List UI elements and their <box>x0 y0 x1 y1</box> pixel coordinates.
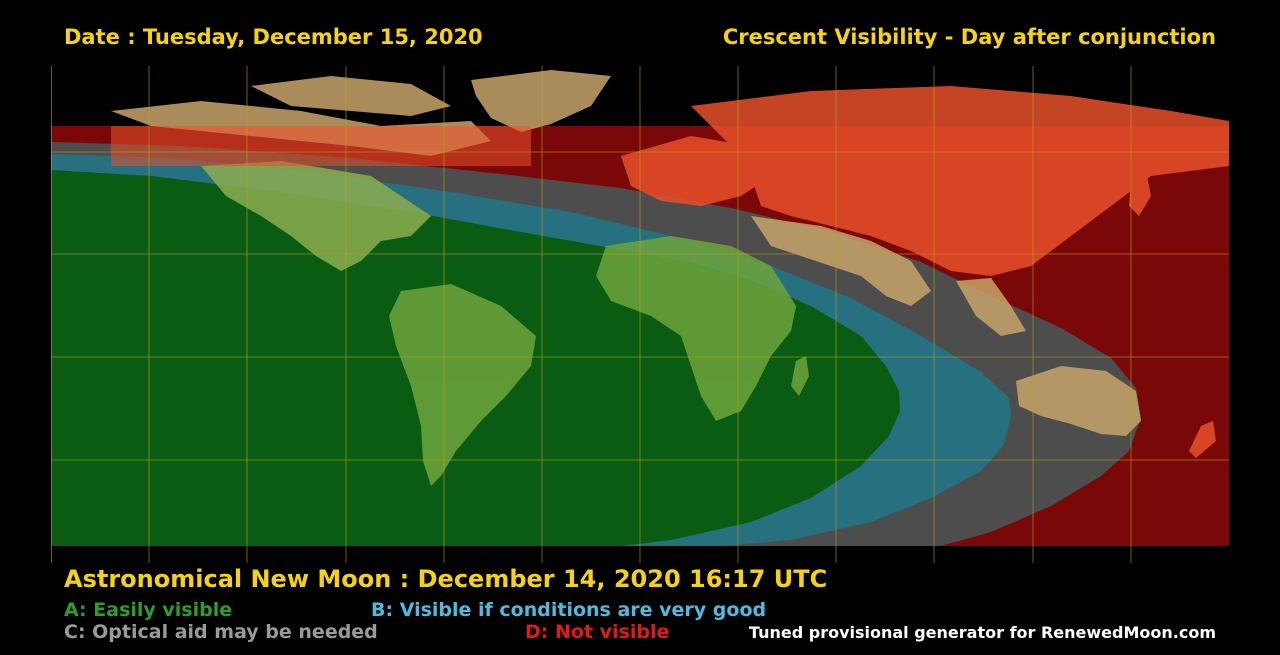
new-zealand <box>1189 421 1216 458</box>
legend-c: C: Optical aid may be needed <box>64 621 378 643</box>
africa <box>596 236 796 421</box>
land-masses <box>111 70 1229 486</box>
credit-text: Tuned provisional generator for RenewedM… <box>748 623 1216 642</box>
visibility-title: Crescent Visibility - Day after conjunct… <box>722 25 1216 49</box>
japan <box>1129 171 1151 216</box>
map-grid <box>51 66 1229 563</box>
zone-d-highlight-band <box>111 126 531 166</box>
legend-d: D: Not visible <box>525 621 670 643</box>
south-america <box>389 284 536 486</box>
new-moon-time: Astronomical New Moon : December 14, 202… <box>64 565 828 593</box>
europe <box>621 136 771 206</box>
legend-b: B: Visible if conditions are very good <box>371 599 767 621</box>
crescent-visibility-map <box>51 66 1229 563</box>
australia <box>1016 366 1141 436</box>
arctic-islands <box>251 76 451 116</box>
north-america <box>201 161 431 271</box>
madagascar <box>791 356 809 396</box>
greenland <box>471 70 611 132</box>
asia <box>691 86 1229 276</box>
date-title: Date : Tuesday, December 15, 2020 <box>64 25 483 49</box>
middle-east-india <box>751 216 931 306</box>
southeast-asia <box>956 278 1026 336</box>
legend-a: A: Easily visible <box>64 599 233 621</box>
